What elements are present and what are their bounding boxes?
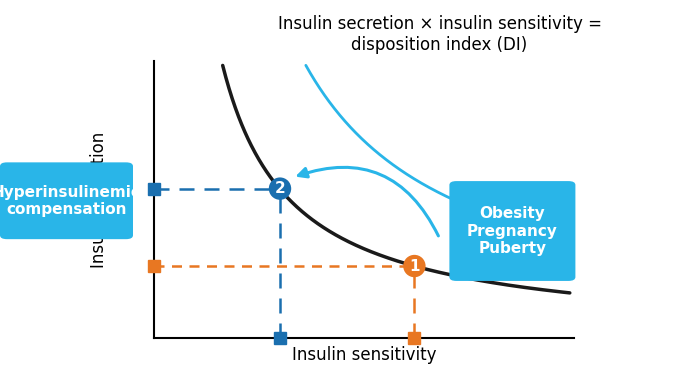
X-axis label: Insulin sensitivity: Insulin sensitivity (292, 346, 436, 364)
Text: 1: 1 (409, 258, 419, 273)
Text: Insulin secretion: Insulin secretion (90, 132, 108, 268)
Point (274, 185, 286, 192)
Text: Insulin secretion × insulin sensitivity =
disposition index (DI): Insulin secretion × insulin sensitivity … (278, 15, 601, 54)
Point (409, 263, 420, 269)
FancyArrowPatch shape (298, 167, 438, 236)
Text: Hyperinsulinemic
compensation: Hyperinsulinemic compensation (0, 185, 141, 217)
Text: 2: 2 (274, 181, 286, 196)
Text: Obesity
Pregnancy
Puberty: Obesity Pregnancy Puberty (467, 206, 558, 256)
